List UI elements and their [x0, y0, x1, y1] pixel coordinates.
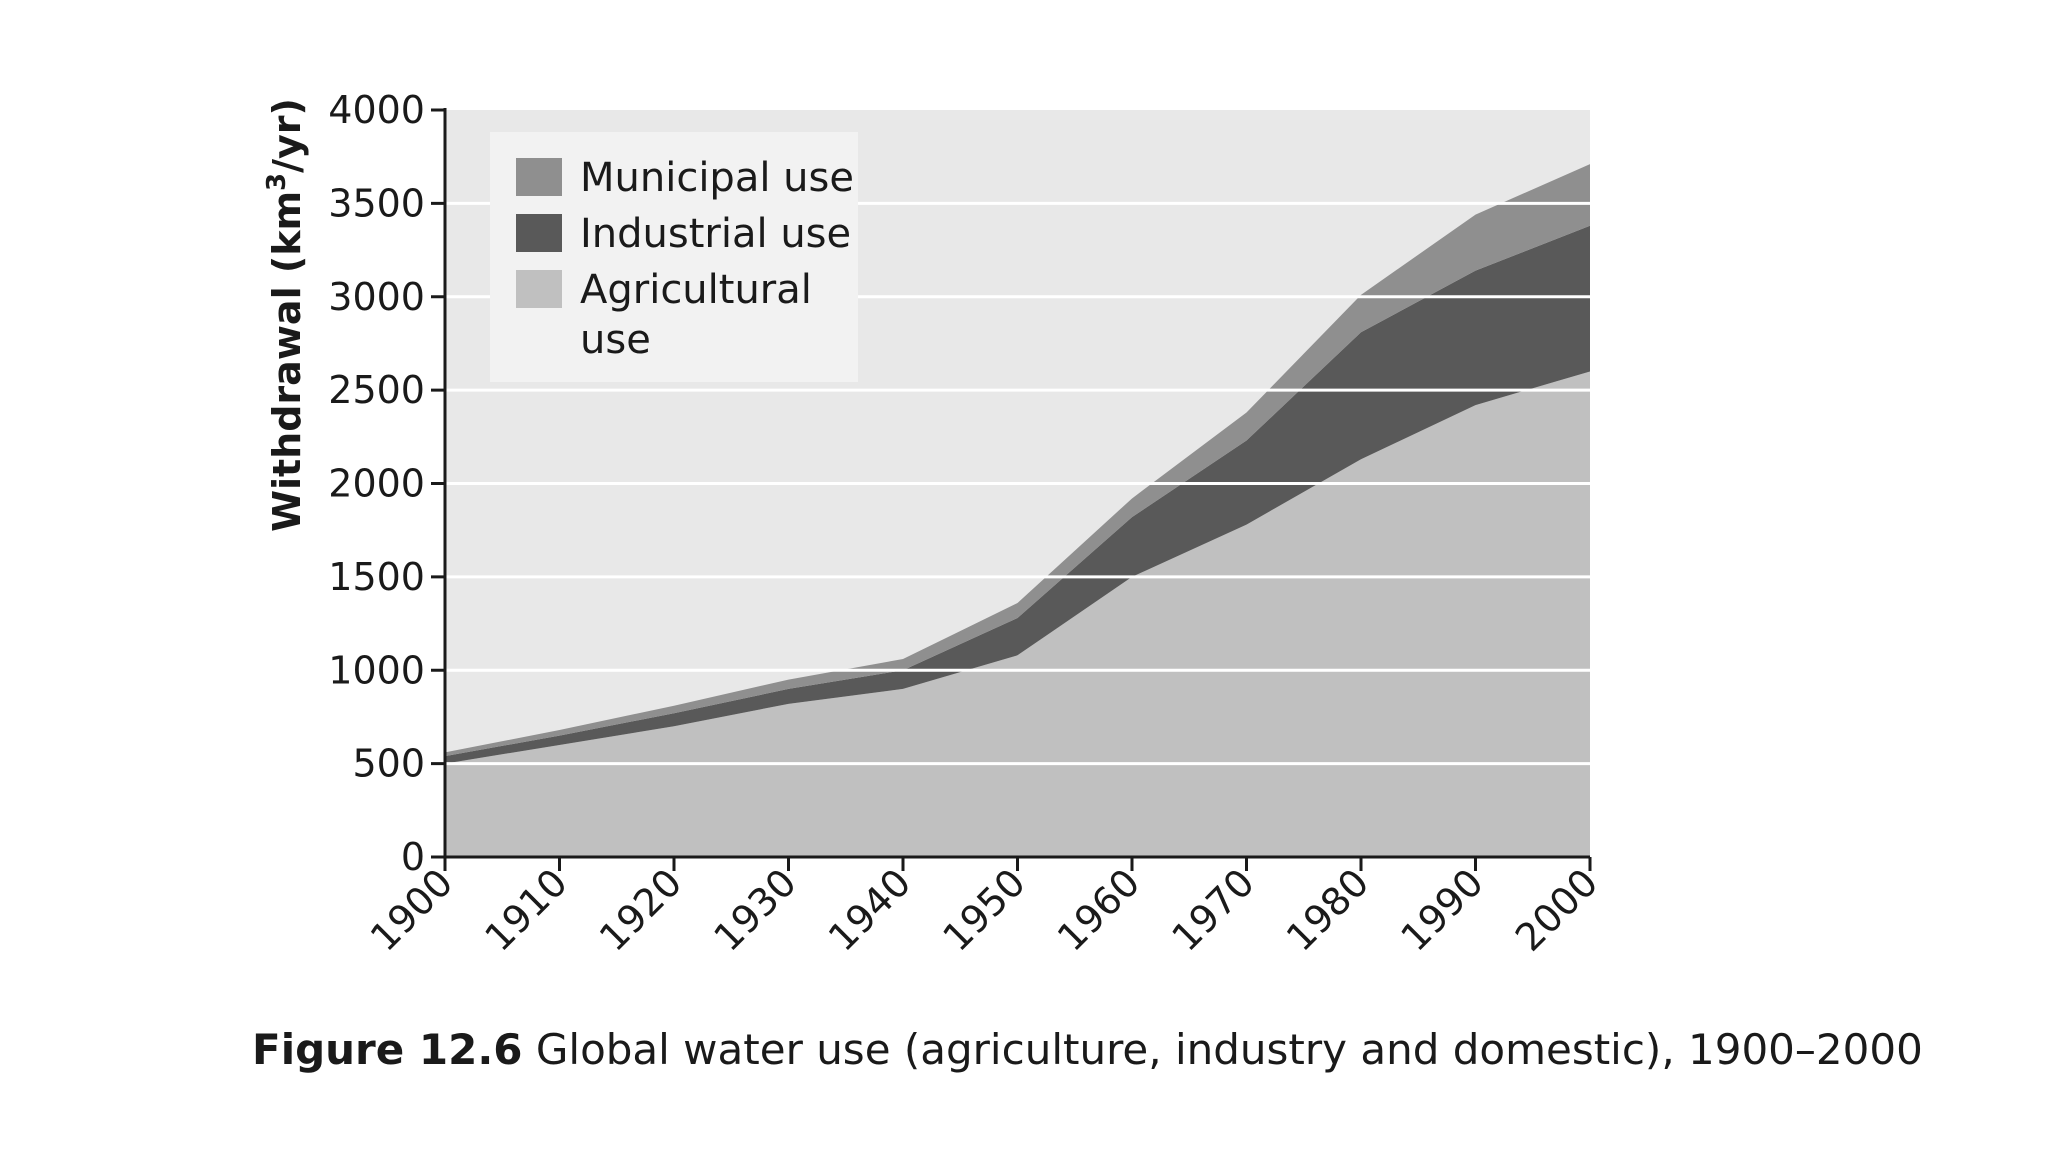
- y-tick-label-2000: 2000: [328, 462, 425, 506]
- y-tick-label-3000: 3000: [328, 275, 425, 319]
- area-industrial-use: [445, 225, 1590, 764]
- x-tick-label-1950: 1950: [934, 860, 1034, 960]
- x-tick-label-1940: 1940: [820, 860, 920, 960]
- y-tick-label-4000: 4000: [328, 88, 425, 132]
- figure-caption: Figure 12.6 Global water use (agricultur…: [252, 1025, 1923, 1074]
- legend-label-industrial-use: Industrial use: [580, 211, 851, 257]
- legend-swatch-agricultural-use: [516, 270, 562, 308]
- legend: Municipal use Industrial use Agriculturalu…: [490, 132, 858, 382]
- caption-text: Global water use (agriculture, industry …: [522, 1025, 1923, 1074]
- x-tick-label-1910: 1910: [476, 860, 576, 960]
- y-axis-label-suffix: /yr): [265, 98, 309, 173]
- y-axis-label-prefix: Withdrawal (km: [265, 191, 309, 532]
- y-tick-label-500: 500: [352, 742, 425, 786]
- area-agricultural-use: [445, 371, 1590, 857]
- legend-swatch-industrial-use: [516, 214, 562, 252]
- x-tick-label-1970: 1970: [1163, 860, 1263, 960]
- legend-swatch-municipal-use: [516, 158, 562, 196]
- legend-label-agricultural-use: Agricultural: [580, 267, 812, 313]
- area-series-layer: [445, 164, 1590, 857]
- x-tick-label-1990: 1990: [1392, 860, 1492, 960]
- x-tick-label-1930: 1930: [705, 860, 805, 960]
- y-tick-label-0: 0: [401, 835, 425, 879]
- area-municipal-use: [445, 164, 1590, 757]
- y-tick-label-2500: 2500: [328, 368, 425, 412]
- y-tick-label-1000: 1000: [328, 648, 425, 692]
- x-tick-label-1980: 1980: [1278, 860, 1378, 960]
- y-axis-label: Withdrawal (km3/yr): [262, 98, 309, 532]
- y-tick-label-3500: 3500: [328, 181, 425, 225]
- legend-label-agricultural-use-line-2: use: [580, 317, 651, 363]
- axes: [431, 108, 1592, 871]
- x-tick-label-1960: 1960: [1049, 860, 1149, 960]
- x-tick-label-2000: 2000: [1507, 860, 1607, 960]
- y-axis-label-sup: 3: [262, 173, 292, 191]
- x-tick-label-1920: 1920: [591, 860, 691, 960]
- caption-figure-label: Figure 12.6: [252, 1025, 523, 1074]
- legend-label-municipal-use: Municipal use: [580, 155, 854, 201]
- y-tick-label-1500: 1500: [328, 555, 425, 599]
